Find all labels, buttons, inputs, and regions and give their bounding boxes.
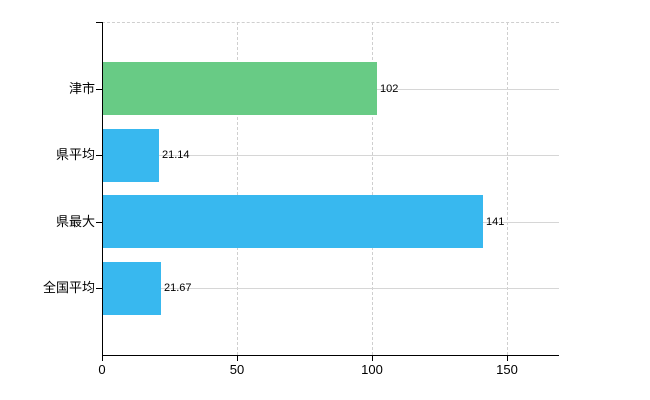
bar — [102, 129, 159, 182]
horizontal-gridline — [102, 155, 559, 156]
bar-value-label: 21.67 — [164, 282, 192, 294]
category-label: 全国平均 — [42, 280, 95, 295]
bar-value-label: 141 — [486, 216, 505, 228]
y-axis-tick — [96, 155, 102, 156]
x-axis-tick-label: 0 — [98, 362, 106, 377]
y-axis-end-tick — [96, 22, 102, 23]
category-label: 県平均 — [55, 147, 95, 162]
y-axis-tick — [96, 222, 102, 223]
x-axis-tick — [507, 356, 508, 361]
bar-value-label: 21.14 — [162, 149, 190, 161]
vertical-gridline — [372, 22, 373, 355]
category-label: 津市 — [68, 81, 95, 96]
bar — [102, 195, 483, 248]
bar — [102, 262, 161, 315]
plot-top-border — [102, 22, 559, 23]
x-axis-tick — [237, 356, 238, 361]
y-axis — [102, 22, 103, 356]
x-axis-tick-label: 100 — [361, 362, 383, 377]
vertical-gridline — [237, 22, 238, 355]
x-axis-tick — [102, 356, 103, 361]
category-label: 県最大 — [55, 214, 95, 229]
bar-value-label: 102 — [380, 83, 399, 95]
x-axis-tick-label: 50 — [229, 362, 245, 377]
x-axis-tick-label: 150 — [496, 362, 518, 377]
x-axis-tick — [372, 356, 373, 361]
y-axis-tick — [96, 288, 102, 289]
x-axis — [102, 355, 559, 356]
horizontal-gridline — [102, 288, 559, 289]
vertical-gridline — [507, 22, 508, 355]
y-axis-tick — [96, 89, 102, 90]
bar — [102, 62, 377, 115]
